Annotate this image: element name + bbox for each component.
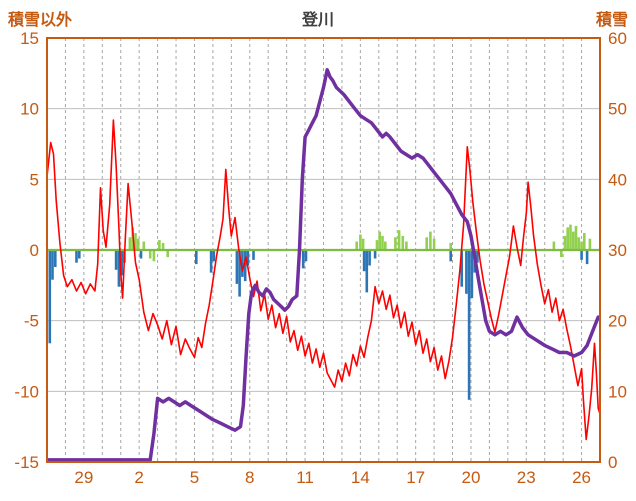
left-axis-title: 積雪以外 [8,12,73,29]
right-axis-title: 積雪 [595,12,628,29]
x-tick-label: 29 [74,468,93,487]
right-tick-label: 60 [608,29,627,48]
x-tick-label: 5 [190,468,199,487]
chart-title: 登川 [301,12,334,29]
x-tick-label: 20 [462,468,481,487]
right-tick-label: 10 [608,382,627,401]
left-tick-label: -15 [14,453,39,472]
left-tick-label: 0 [30,241,39,260]
x-tick-label: 11 [296,468,314,487]
x-tick-label: 8 [245,468,254,487]
x-tick-label: 26 [572,468,591,487]
right-tick-label: 30 [608,241,627,260]
left-tick-label: -5 [24,312,39,331]
right-tick-label: 20 [608,312,627,331]
x-tick-label: 14 [351,468,370,487]
x-tick-label: 23 [517,468,536,487]
left-tick-label: 5 [30,170,39,189]
left-tick-label: -10 [14,382,39,401]
left-tick-label: 15 [20,29,39,48]
left-tick-label: 10 [20,100,39,119]
x-tick-label: 2 [134,468,143,487]
right-tick-label: 40 [608,170,627,189]
right-tick-label: 50 [608,100,627,119]
right-tick-label: 0 [608,453,617,472]
x-tick-label: 17 [406,468,425,487]
